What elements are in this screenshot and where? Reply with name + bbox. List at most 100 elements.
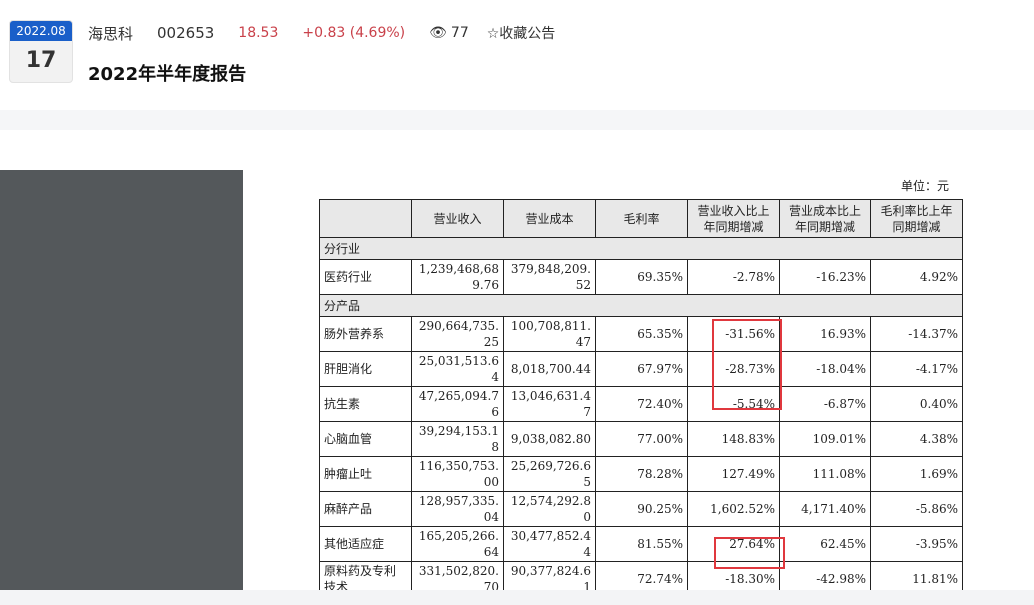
page-title: 2022年半年度报告 (88, 64, 247, 85)
table-cell: 109.01% (779, 421, 871, 457)
eye-icon: 👁 (429, 25, 447, 41)
column-header: 营业成本 (503, 199, 596, 238)
row-label: 肠外营养系 (319, 316, 412, 352)
table-cell: 90,377,824.61 (503, 561, 596, 590)
table-cell: 25,269,726.65 (503, 456, 596, 492)
table-cell: 13,046,631.47 (503, 386, 596, 422)
table-row: 麻醉产品 128,957,335.04 12,574,292.80 90.25% 1,6… (319, 491, 963, 527)
revenue-table: 营业收入 营业成本 毛利率 营业收入比上年同期增减 营业成本比上年同期增减 毛利率比上年同… (319, 199, 963, 590)
table-cell: 30,477,852.44 (503, 526, 596, 562)
highlight-box (712, 319, 782, 410)
date-badge: 2022.08 17 (9, 20, 73, 83)
table-row: 抗生素 47,265,094.76 13,046,631.47 72.40% -5.54… (319, 386, 963, 422)
date-year-month: 2022.08 (10, 21, 72, 41)
stock-meta: 海思科 002653 18.53 +0.83 (4.69%) 👁 77 ☆收藏公告 (88, 23, 579, 43)
table-cell: 39,294,153.18 (411, 421, 504, 457)
table-cell: 67.97% (595, 351, 688, 387)
table-cell: -42.98% (779, 561, 871, 590)
table-cell: -18.04% (779, 351, 871, 387)
table-cell: -14.37% (870, 316, 963, 352)
column-header: 毛利率比上年同期增减 (870, 199, 963, 238)
table-cell: 78.28% (595, 456, 688, 492)
table-cell: 116,350,753.00 (411, 456, 504, 492)
table-cell: 47,265,094.76 (411, 386, 504, 422)
table-cell: 165,205,266.64 (411, 526, 504, 562)
table-cell: 148.83% (687, 421, 780, 457)
table-cell: 62.45% (779, 526, 871, 562)
views: 👁 77 (429, 25, 469, 41)
table-cell: 72.74% (595, 561, 688, 590)
table-row: 肿瘤止吐 116,350,753.00 25,269,726.65 78.28% 127… (319, 456, 963, 492)
stock-change: +0.83 (4.69%) (302, 25, 406, 41)
unit-label: 单位：元 (901, 179, 950, 193)
company-name[interactable]: 海思科 (88, 24, 134, 43)
table-cell: 128,957,335.04 (411, 491, 504, 527)
table-row: 肠外营养系 290,664,735.25 100,708,811.47 65.35% -… (319, 316, 963, 352)
table-cell: 4,171.40% (779, 491, 871, 527)
table-cell: 290,664,735.25 (411, 316, 504, 352)
stock-price: 18.53 (238, 25, 279, 41)
table-cell: 331,502,820.70 (411, 561, 504, 590)
table-cell: -4.17% (870, 351, 963, 387)
table-cell: 12,574,292.80 (503, 491, 596, 527)
table-cell: 27.64% (687, 526, 780, 562)
table-cell: 8,018,700.44 (503, 351, 596, 387)
table-row: 原料药及专利技术 331,502,820.70 90,377,824.61 72.74… (319, 561, 963, 590)
divider-band (0, 110, 1034, 130)
table-cell: 77.00% (595, 421, 688, 457)
table-cell: 65.35% (595, 316, 688, 352)
table-cell: 127.49% (687, 456, 780, 492)
highlight-box (714, 537, 785, 569)
stock-code: 002653 (157, 24, 215, 42)
column-header (319, 199, 412, 238)
table-cell: 81.55% (595, 526, 688, 562)
table-cell: -3.95% (870, 526, 963, 562)
table-cell: -2.78% (687, 259, 780, 295)
view-count: 77 (450, 25, 469, 41)
table-cell: 1,239,468,689.76 (411, 259, 504, 295)
row-label: 其他适应症 (319, 526, 412, 562)
table-cell: 16.93% (779, 316, 871, 352)
section-header: 分产品 (319, 294, 963, 317)
table-row: 其他适应症 165,205,266.64 30,477,852.44 81.55% 27… (319, 526, 963, 562)
table-cell: 100,708,811.47 (503, 316, 596, 352)
table-cell: 111.08% (779, 456, 871, 492)
favorite-button[interactable]: ☆收藏公告 (486, 26, 556, 42)
row-label: 肿瘤止吐 (319, 456, 412, 492)
table-cell: 1,602.52% (687, 491, 780, 527)
table-cell: 90.25% (595, 491, 688, 527)
table-cell: 11.81% (870, 561, 963, 590)
row-label: 肝胆消化 (319, 351, 412, 387)
table-cell: 25,031,513.64 (411, 351, 504, 387)
column-header: 营业收入 (411, 199, 504, 238)
table-cell: -16.23% (779, 259, 871, 295)
table-cell: 72.40% (595, 386, 688, 422)
row-label: 麻醉产品 (319, 491, 412, 527)
table-cell: -31.56% (687, 316, 780, 352)
bottom-bar (0, 590, 1034, 605)
table-cell: -6.87% (779, 386, 871, 422)
table-cell: 4.92% (870, 259, 963, 295)
document-page: 单位：元 营业收入 营业成本 毛利率 营业收入比上年同期增减 营业成本比上年同期增减 毛利… (244, 130, 1034, 590)
date-day: 17 (25, 48, 57, 73)
table-cell: 0.40% (870, 386, 963, 422)
section-header: 分行业 (319, 237, 963, 260)
table-row: 医药行业 1,239,468,689.76 379,848,209.52 69.35%… (319, 259, 963, 295)
column-header: 营业成本比上年同期增减 (779, 199, 871, 238)
side-panel (0, 170, 243, 590)
row-label: 原料药及专利技术 (319, 561, 412, 590)
column-header: 毛利率 (595, 199, 688, 238)
table-cell: -28.73% (687, 351, 780, 387)
column-header: 营业收入比上年同期增减 (687, 199, 780, 238)
row-label: 心脑血管 (319, 421, 412, 457)
table-cell: 1.69% (870, 456, 963, 492)
row-label: 抗生素 (319, 386, 412, 422)
row-label: 医药行业 (319, 259, 412, 295)
table-cell: 4.38% (870, 421, 963, 457)
table-row: 心脑血管 39,294,153.18 9,038,082.80 77.00% 148.8… (319, 421, 963, 457)
table-row: 肝胆消化 25,031,513.64 8,018,700.44 67.97% -28.7… (319, 351, 963, 387)
table-cell: 69.35% (595, 259, 688, 295)
table-cell: 379,848,209.52 (503, 259, 596, 295)
table-cell: 9,038,082.80 (503, 421, 596, 457)
table-cell: -5.86% (870, 491, 963, 527)
